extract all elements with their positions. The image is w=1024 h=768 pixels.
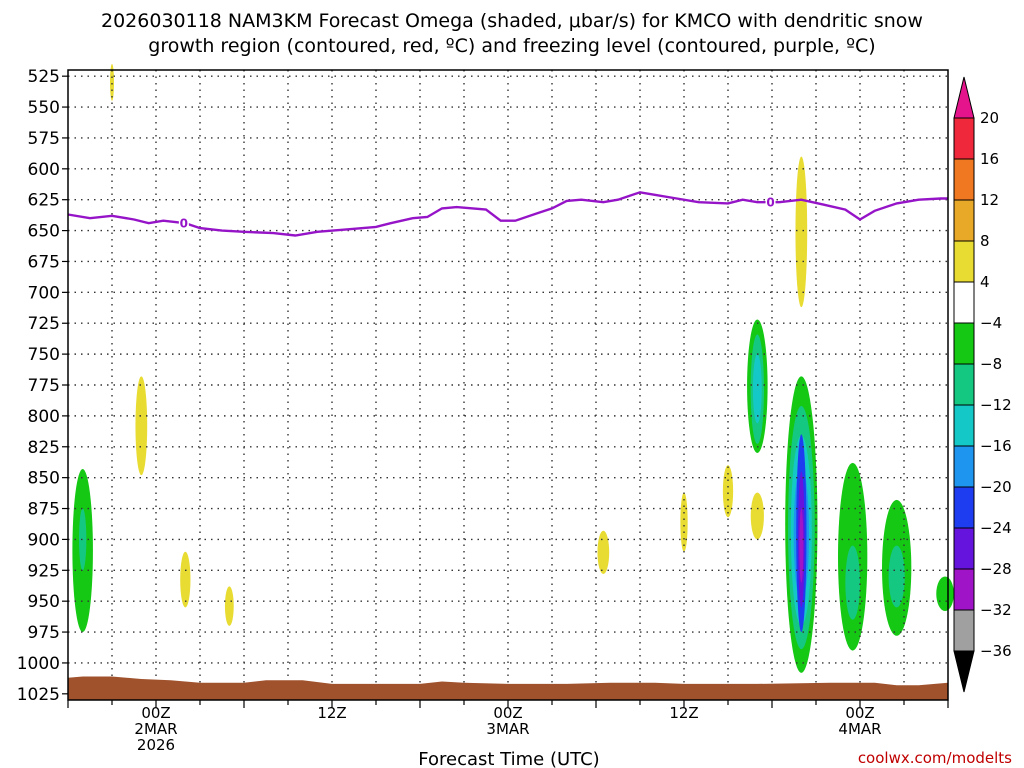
colorbar: 20 16 12 8 4 −4 −8 −12 −16 −20 −24 −28 −32 −36: [953, 76, 1012, 693]
omega-feature-12-core-0: [845, 545, 861, 620]
colorbar-bottom-arrow: [953, 650, 975, 693]
y-tick-label-4: 625: [28, 191, 60, 211]
y-tick-label-11: 800: [28, 407, 60, 427]
terrain-layer: [68, 676, 948, 700]
x-tick-label-2-1: 00Z: [493, 704, 522, 722]
omega-feature-2-layer-0: [135, 376, 148, 476]
y-tick-label-16: 925: [28, 561, 60, 581]
y-tick-label-13: 850: [28, 469, 60, 489]
colorbar-top-arrow: [953, 76, 975, 119]
colorbar-label-12: −32: [980, 601, 1012, 619]
x-axis-label: Forecast Time (UTC): [418, 749, 599, 768]
colorbar-band-2: [953, 199, 975, 242]
x-tick-label-3-1: 12Z: [669, 704, 698, 722]
y-tick-label-3: 600: [28, 160, 60, 180]
colorbar-label-13: −36: [980, 642, 1012, 660]
omega-feature-6-layer-0: [680, 492, 688, 552]
credit-link[interactable]: coolwx.com/modelts: [858, 749, 1012, 767]
x-tick-label-4-2: 4MAR: [838, 720, 881, 738]
x-tick-label-0-1: 00Z: [141, 704, 170, 722]
y-tick-label-20: 1025: [17, 685, 60, 705]
colorbar-band-0: [953, 117, 975, 160]
colorbar-band-5: [953, 322, 975, 365]
y-tick-label-12: 825: [28, 438, 60, 458]
colorbar-band-9: [953, 486, 975, 529]
y-tick-label-10: 775: [28, 376, 60, 396]
x-tick-label-2-2: 3MAR: [486, 720, 529, 738]
colorbar-label-8: −16: [980, 437, 1012, 455]
y-tick-label-14: 875: [28, 500, 60, 520]
omega-feature-8-layer-0: [750, 492, 764, 540]
colorbar-band-11: [953, 568, 975, 611]
y-tick-label-2: 575: [28, 129, 60, 149]
colorbar-band-1: [953, 158, 975, 201]
y-tick-label-0: 525: [28, 67, 60, 87]
colorbar-label-1: 16: [980, 150, 999, 168]
freezing-level-label-1: 0: [766, 196, 774, 210]
omega-feature-11-core-2: [799, 508, 804, 583]
omega-feature-10-layer-0: [795, 156, 808, 308]
y-tick-label-7: 700: [28, 283, 60, 303]
chart-title-line2: growth region (contoured, red, ºC) and f…: [148, 35, 875, 57]
x-tick-label-1-1: 12Z: [317, 704, 346, 722]
omega-feature-13-core-0: [888, 545, 905, 608]
omega-feature-5-layer-0: [597, 530, 610, 574]
terrain-fill: [68, 676, 948, 700]
y-tick-label-5: 650: [28, 222, 60, 242]
gridlines: [68, 70, 948, 700]
colorbar-band-12: [953, 609, 975, 652]
colorbar-label-3: 8: [980, 232, 990, 250]
colorbar-label-11: −28: [980, 560, 1012, 578]
y-tick-label-9: 750: [28, 345, 60, 365]
y-tick-label-18: 975: [28, 623, 60, 643]
chart-title-line1: 2026030118 NAM3KM Forecast Omega (shaded…: [101, 10, 923, 32]
colorbar-label-2: 12: [980, 191, 999, 209]
omega-feature-9-core-0: [752, 354, 762, 424]
colorbar-label-6: −8: [980, 355, 1002, 373]
colorbar-band-6: [953, 363, 975, 406]
omega-feature-14-layer-0: [936, 576, 954, 612]
freezing-level-line: [67, 191, 948, 237]
omega-feature-0-core-0: [79, 508, 87, 571]
colorbar-band-8: [953, 445, 975, 488]
colorbar-band-3: [953, 240, 975, 283]
omega-feature-3-layer-0: [180, 551, 191, 608]
y-tick-label-19: 1000: [17, 654, 60, 674]
colorbar-band-4: [953, 281, 975, 324]
x-tick-label-0-2: 2MAR: [134, 720, 177, 738]
y-tick-label-15: 900: [28, 530, 60, 550]
y-tick-label-6: 675: [28, 252, 60, 272]
colorbar-label-10: −24: [980, 519, 1012, 537]
x-tick-label-0-3: 2026: [137, 736, 175, 754]
colorbar-label-9: −20: [980, 478, 1012, 496]
colorbar-label-4: 4: [980, 273, 990, 291]
freezing-level-label-0: 0: [180, 217, 188, 231]
colorbar-label-7: −12: [980, 396, 1012, 414]
freezing-level-layer: 00: [67, 191, 948, 237]
omega-shading-layer: [72, 63, 954, 673]
colorbar-band-7: [953, 404, 975, 447]
omega-feature-1-layer-0: [110, 63, 114, 101]
freezing-label-bg-1: [765, 195, 776, 210]
colorbar-label-5: −4: [980, 314, 1002, 332]
x-tick-label-4-1: 00Z: [845, 704, 874, 722]
freezing-label-bg-0: [178, 216, 189, 231]
colorbar-label-0: 20: [980, 109, 999, 127]
y-tick-label-17: 950: [28, 592, 60, 612]
y-tick-label-8: 725: [28, 314, 60, 334]
colorbar-band-10: [953, 527, 975, 570]
y-axis-ticks: 525 550 575 600 625 650 675 700 725 750 775 800 825 8…: [17, 67, 68, 705]
y-tick-label-1: 550: [28, 98, 60, 118]
omega-feature-4-layer-0: [224, 586, 234, 626]
